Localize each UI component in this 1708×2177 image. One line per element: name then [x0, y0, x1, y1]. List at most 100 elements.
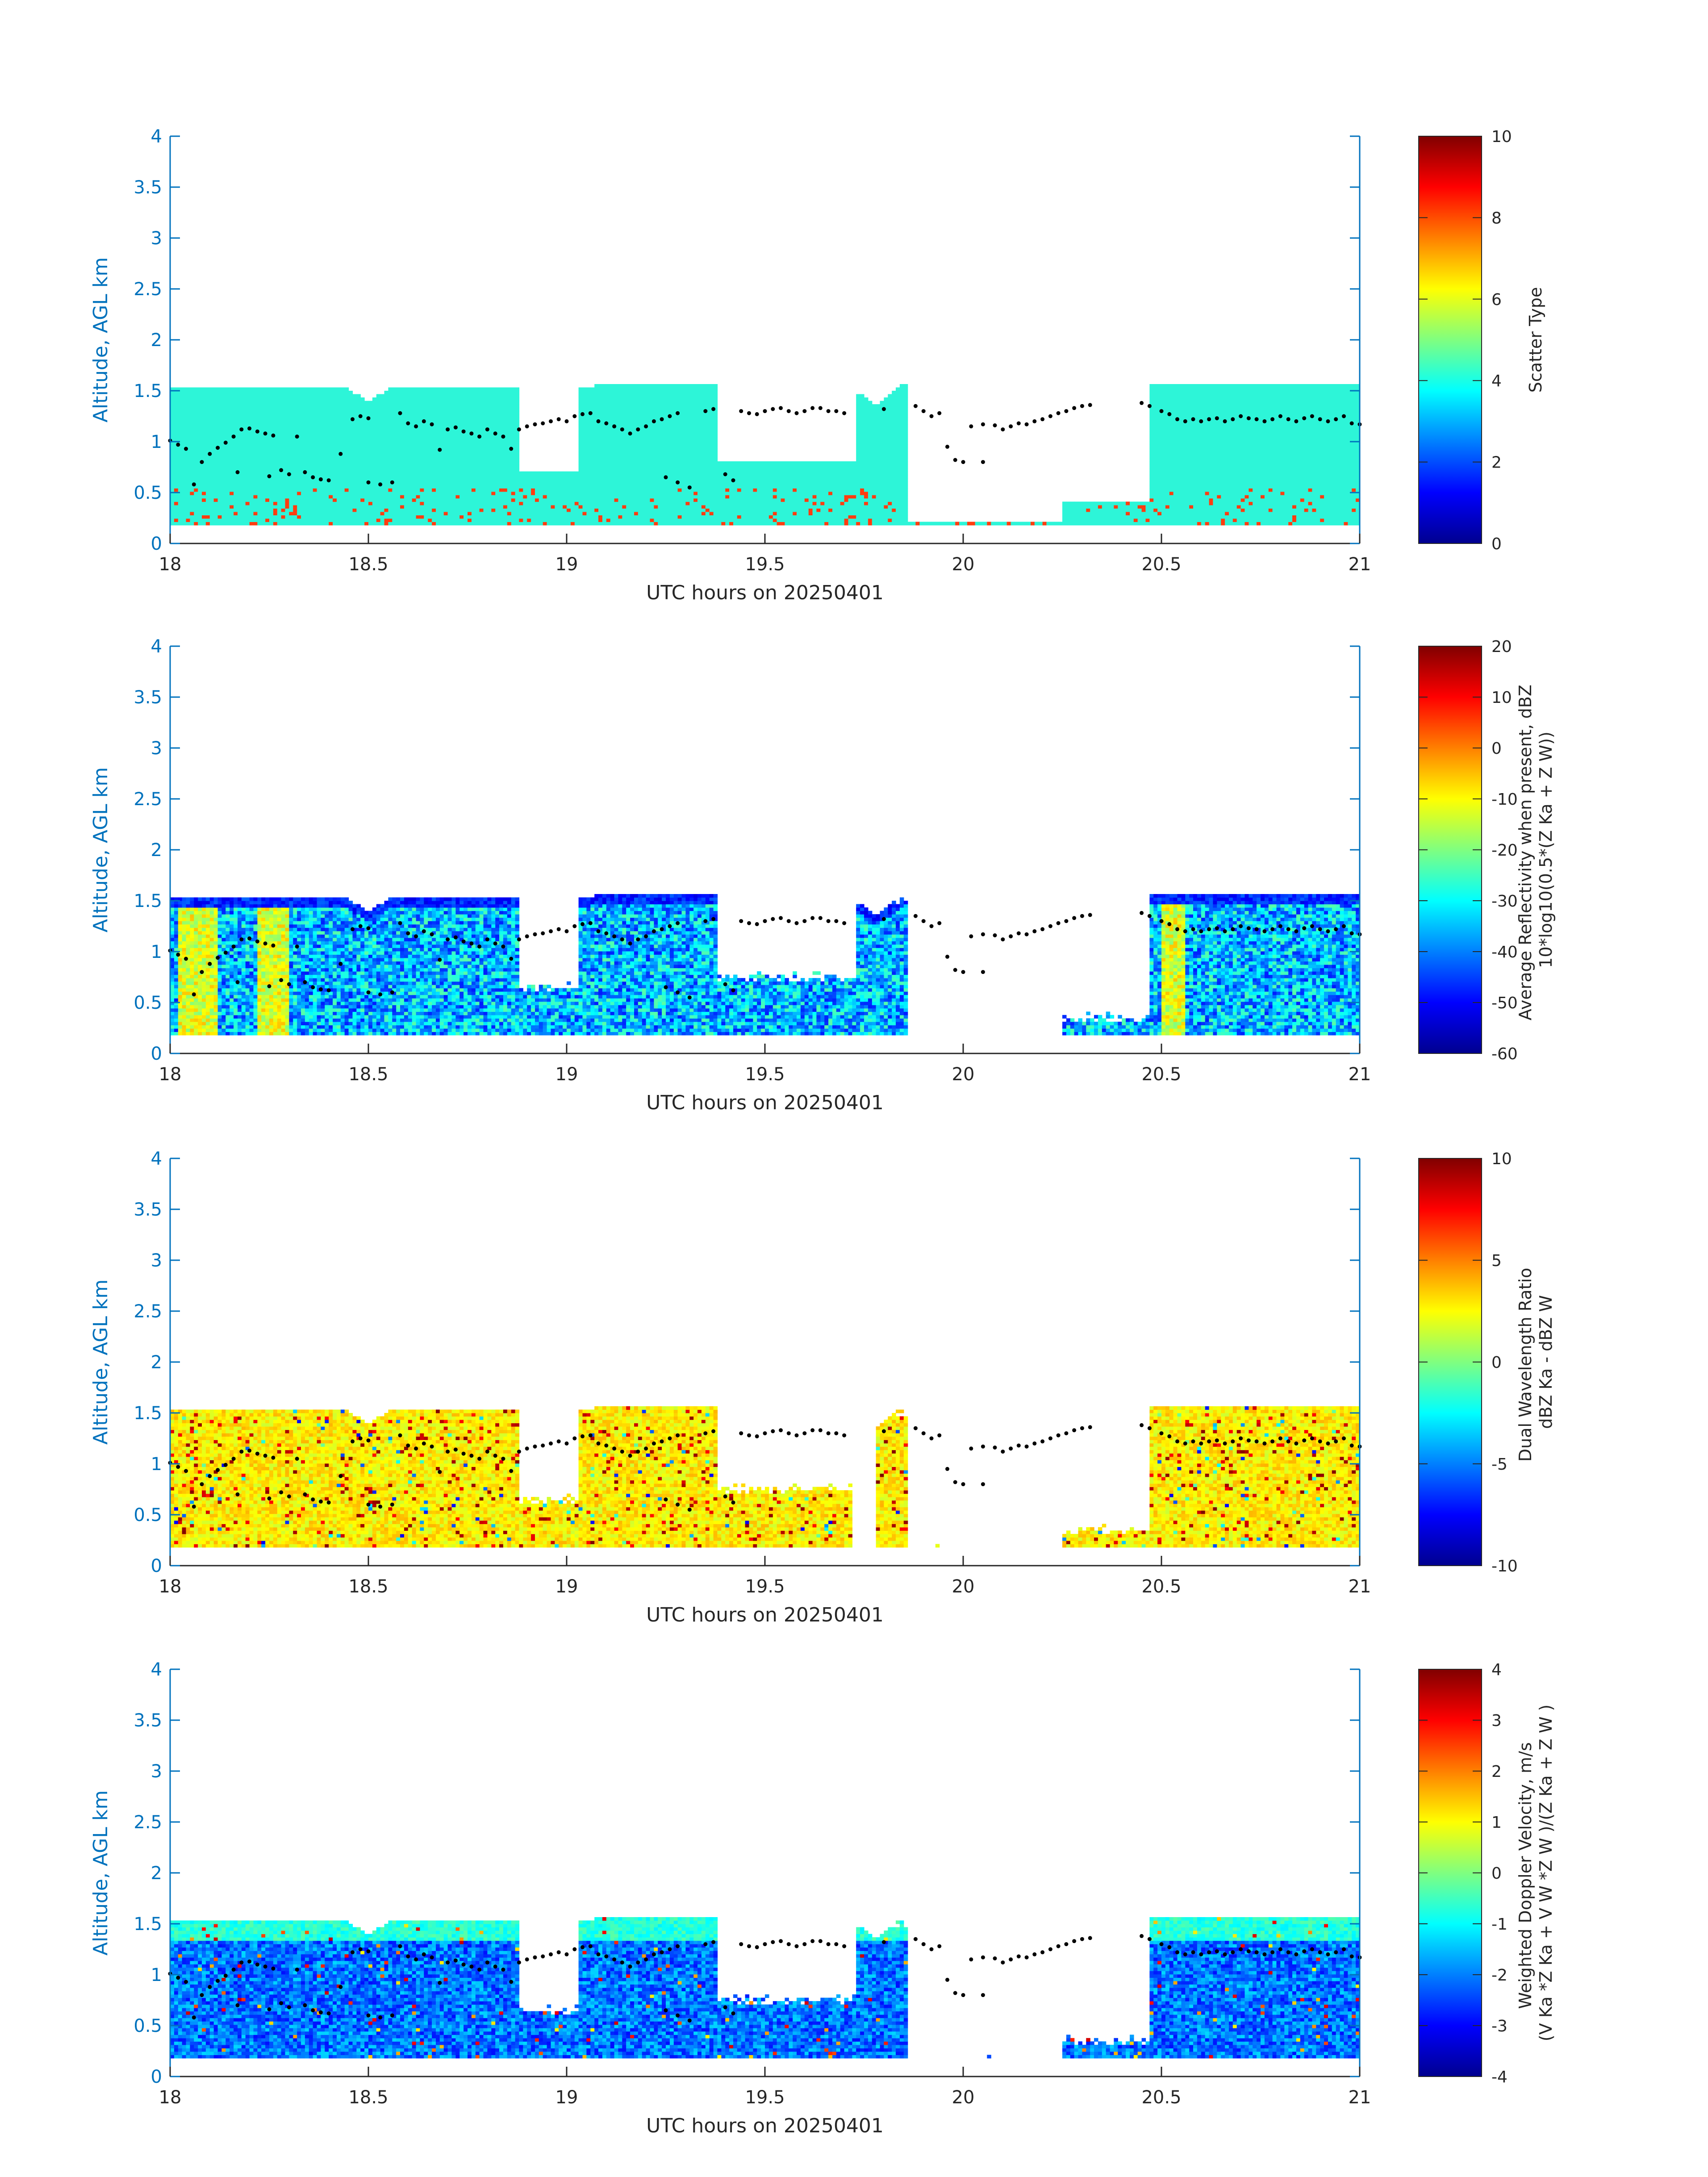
heatmap-cell	[309, 458, 313, 462]
heatmap-cell	[309, 438, 313, 442]
heatmap-cell	[230, 414, 234, 418]
heatmap-cell	[325, 447, 329, 451]
heatmap-cell	[685, 451, 690, 455]
heatmap-cell	[238, 455, 242, 459]
heatmap-cell	[364, 407, 369, 411]
heatmap-cell	[317, 518, 322, 522]
heatmap-cell	[277, 441, 282, 445]
heatmap-cell	[471, 471, 476, 475]
heatmap-cell	[642, 522, 647, 526]
heatmap-cell	[586, 485, 591, 489]
heatmap-cell	[642, 397, 647, 401]
heatmap-cell	[638, 478, 643, 482]
heatmap-cell	[606, 498, 611, 502]
heatmap-cell	[555, 485, 559, 489]
heatmap-cell	[337, 441, 341, 445]
heatmap-cell	[677, 522, 682, 526]
heatmap-cell	[638, 434, 643, 438]
heatmap-cell	[174, 464, 179, 468]
heatmap-cell	[313, 468, 317, 472]
heatmap-cell	[658, 427, 662, 431]
heatmap-cell	[329, 427, 333, 431]
heatmap-cell	[428, 424, 432, 428]
heatmap-cell	[658, 444, 662, 448]
heatmap-cell	[364, 434, 369, 438]
heatmap-cell	[174, 491, 179, 495]
heatmap-cell	[626, 397, 631, 401]
heatmap-cell	[226, 447, 230, 451]
heatmap-cell	[614, 431, 619, 435]
heatmap-cell	[559, 471, 563, 475]
heatmap-cell	[305, 501, 309, 506]
heatmap-cell	[400, 441, 405, 445]
heatmap-cell	[400, 438, 405, 442]
heatmap-cell	[372, 427, 377, 431]
heatmap-cell	[455, 427, 460, 431]
heatmap-cell	[582, 471, 587, 475]
heatmap-cell	[309, 505, 313, 509]
heatmap-cell	[499, 401, 504, 405]
heatmap-cell	[238, 444, 242, 448]
heatmap-cell	[436, 505, 440, 509]
heatmap-cell	[527, 491, 531, 495]
heatmap-cell	[221, 515, 226, 519]
heatmap-cell	[677, 478, 682, 482]
heatmap-cell	[416, 411, 421, 415]
heatmap-cell	[602, 491, 607, 495]
heatmap-cell	[491, 421, 496, 425]
heatmap-cell	[420, 488, 424, 492]
heatmap-cell	[634, 498, 639, 502]
heatmap-cell	[468, 478, 472, 482]
heatmap-cell	[519, 515, 523, 519]
heatmap-cell	[404, 464, 409, 468]
heatmap-cell	[594, 444, 599, 448]
heatmap-cell	[329, 461, 333, 465]
heatmap-cell	[447, 447, 452, 451]
heatmap-cell	[455, 464, 460, 468]
heatmap-cell	[515, 458, 520, 462]
heatmap-cell	[487, 481, 492, 485]
heatmap-cell	[253, 394, 258, 398]
heatmap-cell	[230, 491, 234, 495]
heatmap-cell	[519, 498, 523, 502]
heatmap-cell	[277, 407, 282, 411]
heatmap-cell	[428, 404, 432, 408]
heatmap-cell	[368, 438, 373, 442]
heatmap-cell	[178, 471, 183, 475]
heatmap-cell	[681, 421, 686, 425]
heatmap-cell	[281, 404, 286, 408]
heatmap-cell	[253, 468, 258, 472]
heatmap-cell	[499, 464, 504, 468]
heatmap-cell	[483, 455, 488, 459]
heatmap-cell	[606, 464, 611, 468]
heatmap-cell	[511, 522, 516, 526]
heatmap-cell	[253, 518, 258, 522]
heatmap-cell	[348, 427, 353, 431]
heatmap-cell	[495, 397, 500, 401]
heatmap-cell	[257, 447, 262, 451]
heatmap-cell	[194, 424, 198, 428]
heatmap-cell	[396, 491, 401, 495]
heatmap-cell	[269, 407, 274, 411]
heatmap-cell	[614, 455, 619, 459]
heatmap-cell	[213, 468, 218, 472]
heatmap-cell	[642, 438, 647, 442]
heatmap-cell	[642, 495, 647, 499]
heatmap-cell	[352, 468, 357, 472]
heatmap-cell	[606, 451, 611, 455]
heatmap-cell	[198, 475, 202, 479]
heatmap-cell	[420, 468, 424, 472]
heatmap-cell	[650, 424, 654, 428]
heatmap-cell	[198, 441, 202, 445]
heatmap-cell	[650, 431, 654, 435]
heatmap-cell	[555, 495, 559, 499]
heatmap-cell	[451, 488, 456, 492]
heatmap-cell	[293, 418, 297, 422]
heatmap-cell	[626, 447, 631, 451]
heatmap-cell	[205, 431, 210, 435]
heatmap-cell	[372, 458, 377, 462]
heatmap-cell	[277, 418, 282, 422]
heatmap-cell	[217, 418, 222, 422]
heatmap-cell	[515, 518, 520, 522]
heatmap-cell	[491, 471, 496, 475]
